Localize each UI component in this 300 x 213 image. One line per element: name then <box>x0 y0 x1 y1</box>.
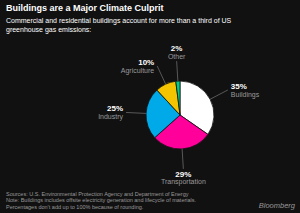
svg-text:29%: 29% <box>175 169 192 179</box>
svg-text:Agriculture: Agriculture <box>121 67 155 75</box>
html-text:Commercial and residential bui: Commercial and residential buildings acc… <box>6 17 232 24</box>
svg-text:35%: 35% <box>231 82 247 91</box>
svg-text:25%: 25% <box>107 104 123 113</box>
html-text:Sources: U.S. Environmental Pr: Sources: U.S. Environmental Protection A… <box>6 190 189 197</box>
svg-text:Transportation: Transportation <box>161 178 206 186</box>
svg-text:10%: 10% <box>138 58 154 67</box>
svg-text:Industry: Industry <box>98 113 123 121</box>
html-text:Note: Buildings includes offsi: Note: Buildings includes offsite electri… <box>6 197 197 203</box>
svg-text:Buildings: Buildings <box>231 91 260 99</box>
html-text:Percentages don’t add up to 10: Percentages don’t add up to 100% because… <box>6 203 144 210</box>
svg-text:2%: 2% <box>171 44 183 53</box>
html-text:Bloomberg: Bloomberg <box>258 201 295 210</box>
svg-text:Other: Other <box>168 53 186 60</box>
html-text:greenhouse gas emissions:: greenhouse gas emissions: <box>6 26 92 33</box>
html-text:Buildings are a Major Climate: Buildings are a Major Climate Culprit <box>6 3 164 13</box>
